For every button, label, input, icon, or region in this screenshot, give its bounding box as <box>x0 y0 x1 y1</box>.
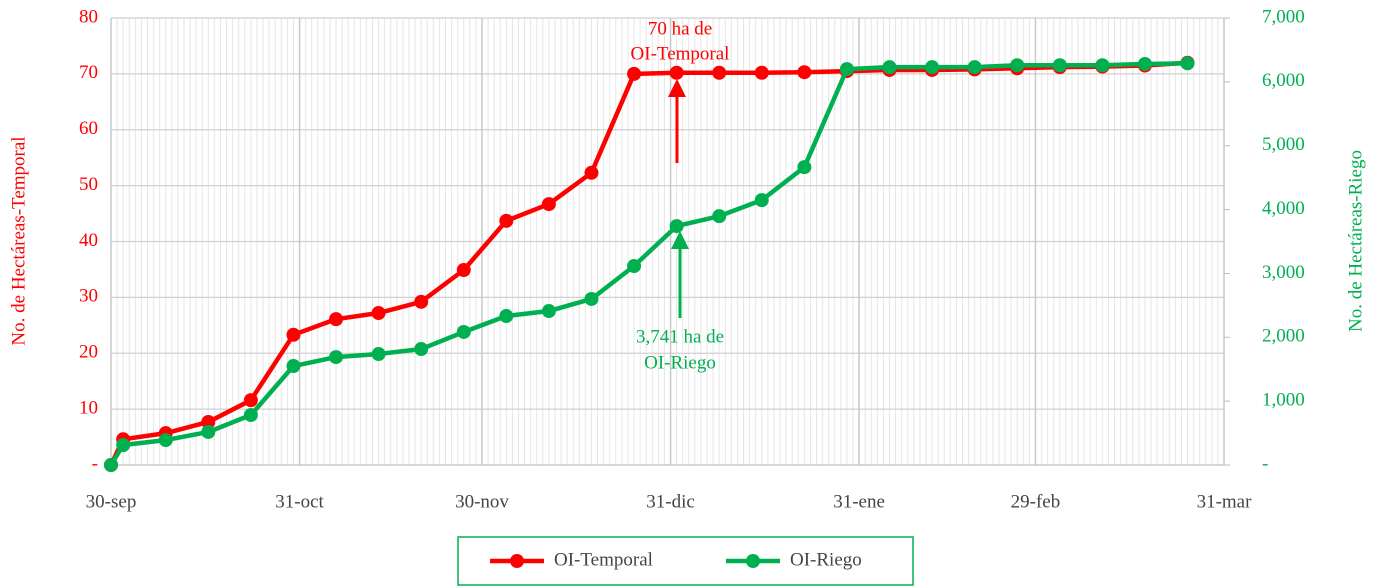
point <box>712 209 727 224</box>
annotation: OI-Riego <box>644 352 716 373</box>
point <box>1095 58 1110 73</box>
point <box>456 324 471 339</box>
y-tick-label: 80 <box>79 6 98 27</box>
point <box>329 312 344 327</box>
y-tick-label: - <box>92 453 98 474</box>
y2-tick-label: 2,000 <box>1262 326 1305 347</box>
y-axis-title: No. de Hectáreas-Temporal <box>8 136 29 345</box>
point <box>371 347 386 362</box>
point <box>882 60 897 75</box>
legend-box <box>457 536 914 586</box>
y-tick-label: 60 <box>79 118 98 139</box>
point <box>243 407 258 422</box>
point <box>669 219 684 234</box>
point <box>371 306 386 321</box>
point <box>797 160 812 175</box>
x-tick-label: 31-mar <box>1197 491 1253 512</box>
point <box>541 304 556 319</box>
x-tick-label: 30-sep <box>86 491 137 512</box>
point <box>414 294 429 309</box>
point <box>499 213 514 228</box>
point <box>286 359 301 374</box>
point <box>414 342 429 357</box>
point <box>754 193 769 208</box>
legend-marker <box>746 554 760 568</box>
annotation: OI-Temporal <box>631 43 730 64</box>
legend-marker <box>510 554 524 568</box>
point <box>499 309 514 324</box>
point <box>1137 56 1152 71</box>
y2-tick-label: - <box>1262 453 1268 474</box>
point <box>541 197 556 212</box>
annotation: 70 ha de <box>648 18 712 39</box>
y2-tick-label: 6,000 <box>1262 70 1305 91</box>
point <box>116 438 131 453</box>
point <box>967 60 982 75</box>
y2-tick-label: 7,000 <box>1262 6 1305 27</box>
y2-axis-title: No. de Hectáreas-Riego <box>1345 150 1366 332</box>
point <box>456 262 471 277</box>
y-tick-label: 50 <box>79 174 98 195</box>
y-tick-label: 40 <box>79 230 98 251</box>
y-tick-label: 70 <box>79 62 98 83</box>
point <box>584 165 599 180</box>
point <box>158 433 173 448</box>
series-line <box>109 61 1188 467</box>
y2-tick-label: 3,000 <box>1262 262 1305 283</box>
point <box>286 327 301 342</box>
point <box>754 65 769 80</box>
point <box>104 458 118 472</box>
y2-tick-label: 1,000 <box>1262 390 1305 411</box>
point <box>201 424 216 439</box>
x-tick-label: 30-nov <box>455 491 509 512</box>
point <box>243 393 258 408</box>
point <box>627 259 642 274</box>
y2-tick-label: 5,000 <box>1262 134 1305 155</box>
x-tick-label: 31-ene <box>833 491 885 512</box>
point <box>1010 58 1025 73</box>
x-tick-label: 29-feb <box>1011 491 1061 512</box>
point <box>1052 58 1067 73</box>
series-line <box>108 60 1188 466</box>
x-tick-label: 31-oct <box>275 491 324 512</box>
x-tick-label: 31-dic <box>646 491 695 512</box>
point <box>669 65 684 80</box>
legend-label: OI-Temporal <box>554 549 653 570</box>
point <box>797 65 812 80</box>
y2-tick-label: 4,000 <box>1262 198 1305 219</box>
point <box>329 350 344 365</box>
point <box>584 291 599 306</box>
point <box>627 66 642 81</box>
point <box>201 414 216 429</box>
annotation: 3,741 ha de <box>636 326 724 347</box>
point <box>1180 56 1195 71</box>
point <box>925 60 940 75</box>
y-tick-label: 10 <box>79 397 98 418</box>
point <box>839 62 854 77</box>
point <box>712 65 727 80</box>
legend-label: OI-Riego <box>790 549 862 570</box>
y-tick-label: 20 <box>79 342 98 363</box>
y-tick-label: 30 <box>79 286 98 307</box>
